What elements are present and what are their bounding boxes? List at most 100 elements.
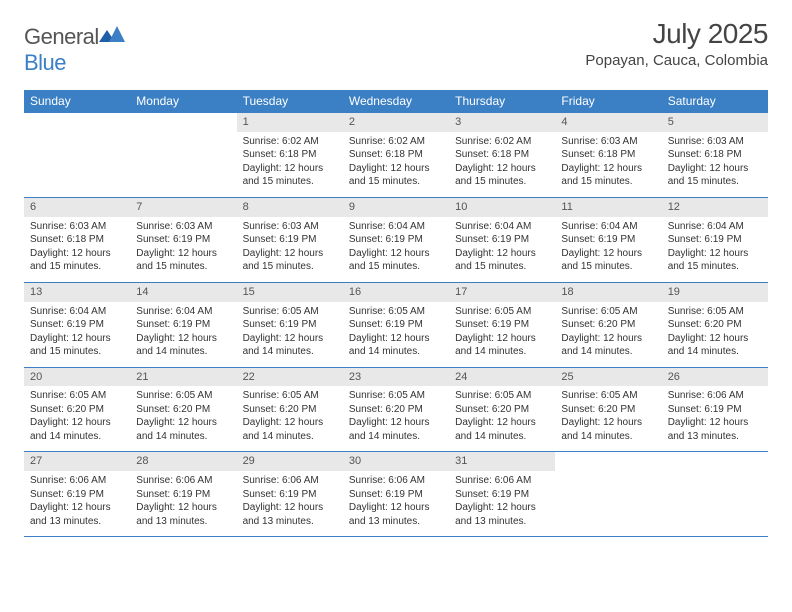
day-body: Sunrise: 6:03 AMSunset: 6:18 PMDaylight:… [555, 132, 661, 197]
sunrise-line: Sunrise: 6:05 AM [30, 389, 124, 403]
day-number: 4 [555, 113, 661, 132]
day-body: Sunrise: 6:05 AMSunset: 6:20 PMDaylight:… [343, 386, 449, 451]
day-header: Friday [555, 90, 661, 113]
calendar-cell: 21Sunrise: 6:05 AMSunset: 6:20 PMDayligh… [130, 367, 236, 452]
sunrise-line: Sunrise: 6:05 AM [455, 305, 549, 319]
day-body: Sunrise: 6:02 AMSunset: 6:18 PMDaylight:… [449, 132, 555, 197]
sunrise-line: Sunrise: 6:06 AM [243, 474, 337, 488]
sunrise-line: Sunrise: 6:02 AM [349, 135, 443, 149]
sunset-line: Sunset: 6:19 PM [668, 233, 762, 247]
day-body: Sunrise: 6:04 AMSunset: 6:19 PMDaylight:… [662, 217, 768, 282]
sunset-line: Sunset: 6:19 PM [136, 488, 230, 502]
day-body: Sunrise: 6:04 AMSunset: 6:19 PMDaylight:… [449, 217, 555, 282]
sunset-line: Sunset: 6:20 PM [243, 403, 337, 417]
sunrise-line: Sunrise: 6:04 AM [561, 220, 655, 234]
day-number: 23 [343, 368, 449, 387]
daylight-line: Daylight: 12 hours and 15 minutes. [136, 247, 230, 274]
sunset-line: Sunset: 6:20 PM [136, 403, 230, 417]
daylight-line: Daylight: 12 hours and 13 minutes. [455, 501, 549, 528]
calendar-cell: 1Sunrise: 6:02 AMSunset: 6:18 PMDaylight… [237, 113, 343, 198]
day-body: Sunrise: 6:05 AMSunset: 6:20 PMDaylight:… [555, 386, 661, 451]
day-header: Thursday [449, 90, 555, 113]
day-number: 19 [662, 283, 768, 302]
daylight-line: Daylight: 12 hours and 15 minutes. [455, 247, 549, 274]
sunset-line: Sunset: 6:18 PM [455, 148, 549, 162]
calendar-cell: 14Sunrise: 6:04 AMSunset: 6:19 PMDayligh… [130, 282, 236, 367]
day-number: 22 [237, 368, 343, 387]
day-number: 24 [449, 368, 555, 387]
calendar-cell: 4Sunrise: 6:03 AMSunset: 6:18 PMDaylight… [555, 113, 661, 198]
calendar-week-row: 27Sunrise: 6:06 AMSunset: 6:19 PMDayligh… [24, 452, 768, 537]
calendar-cell: 8Sunrise: 6:03 AMSunset: 6:19 PMDaylight… [237, 197, 343, 282]
day-body: Sunrise: 6:06 AMSunset: 6:19 PMDaylight:… [343, 471, 449, 536]
sunrise-line: Sunrise: 6:06 AM [349, 474, 443, 488]
day-number: 9 [343, 198, 449, 217]
day-number: 8 [237, 198, 343, 217]
calendar-cell: 25Sunrise: 6:05 AMSunset: 6:20 PMDayligh… [555, 367, 661, 452]
sunset-line: Sunset: 6:18 PM [243, 148, 337, 162]
calendar-cell: 13Sunrise: 6:04 AMSunset: 6:19 PMDayligh… [24, 282, 130, 367]
daylight-line: Daylight: 12 hours and 14 minutes. [136, 416, 230, 443]
day-number: 25 [555, 368, 661, 387]
daylight-line: Daylight: 12 hours and 14 minutes. [349, 416, 443, 443]
day-number: 13 [24, 283, 130, 302]
sunrise-line: Sunrise: 6:03 AM [243, 220, 337, 234]
sunset-line: Sunset: 6:18 PM [668, 148, 762, 162]
calendar-cell: 9 Sunrise: 6:04 AMSunset: 6:19 PMDaylight… [343, 197, 449, 282]
brand-mark-icon [99, 26, 125, 44]
sunrise-line: Sunrise: 6:05 AM [455, 389, 549, 403]
calendar-cell-empty [130, 113, 236, 198]
sunrise-line: Sunrise: 6:05 AM [136, 389, 230, 403]
day-body: Sunrise: 6:02 AMSunset: 6:18 PMDaylight:… [343, 132, 449, 197]
calendar-cell: 20Sunrise: 6:05 AMSunset: 6:20 PMDayligh… [24, 367, 130, 452]
sunset-line: Sunset: 6:19 PM [30, 488, 124, 502]
sunset-line: Sunset: 6:19 PM [349, 233, 443, 247]
calendar-cell: 12Sunrise: 6:04 AMSunset: 6:19 PMDayligh… [662, 197, 768, 282]
day-body: Sunrise: 6:03 AMSunset: 6:19 PMDaylight:… [130, 217, 236, 282]
day-body: Sunrise: 6:02 AMSunset: 6:18 PMDaylight:… [237, 132, 343, 197]
day-body: Sunrise: 6:06 AMSunset: 6:19 PMDaylight:… [662, 386, 768, 451]
sunset-line: Sunset: 6:20 PM [30, 403, 124, 417]
brand-name: General Blue [24, 24, 125, 76]
sunrise-line: Sunrise: 6:03 AM [30, 220, 124, 234]
day-number: 27 [24, 452, 130, 471]
day-number: 10 [449, 198, 555, 217]
sunset-line: Sunset: 6:19 PM [243, 488, 337, 502]
day-body: Sunrise: 6:06 AMSunset: 6:19 PMDaylight:… [449, 471, 555, 536]
daylight-line: Daylight: 12 hours and 15 minutes. [30, 247, 124, 274]
day-body: Sunrise: 6:05 AMSunset: 6:20 PMDaylight:… [237, 386, 343, 451]
calendar-body: 1Sunrise: 6:02 AMSunset: 6:18 PMDaylight… [24, 113, 768, 537]
sunset-line: Sunset: 6:20 PM [561, 318, 655, 332]
sunrise-line: Sunrise: 6:06 AM [668, 389, 762, 403]
day-body: Sunrise: 6:05 AMSunset: 6:20 PMDaylight:… [555, 302, 661, 367]
calendar-cell: 2Sunrise: 6:02 AMSunset: 6:18 PMDaylight… [343, 113, 449, 198]
sunset-line: Sunset: 6:19 PM [455, 488, 549, 502]
day-body: Sunrise: 6:06 AMSunset: 6:19 PMDaylight:… [24, 471, 130, 536]
sunrise-line: Sunrise: 6:03 AM [668, 135, 762, 149]
calendar-cell: 22Sunrise: 6:05 AMSunset: 6:20 PMDayligh… [237, 367, 343, 452]
location-subtitle: Popayan, Cauca, Colombia [585, 52, 768, 69]
calendar-cell: 18Sunrise: 6:05 AMSunset: 6:20 PMDayligh… [555, 282, 661, 367]
day-header: Saturday [662, 90, 768, 113]
calendar-cell: 15Sunrise: 6:05 AMSunset: 6:19 PMDayligh… [237, 282, 343, 367]
sunset-line: Sunset: 6:18 PM [349, 148, 443, 162]
day-body: Sunrise: 6:04 AMSunset: 6:19 PMDaylight:… [24, 302, 130, 367]
day-body: Sunrise: 6:05 AMSunset: 6:20 PMDaylight:… [449, 386, 555, 451]
sunset-line: Sunset: 6:19 PM [349, 318, 443, 332]
sunrise-line: Sunrise: 6:04 AM [349, 220, 443, 234]
daylight-line: Daylight: 12 hours and 15 minutes. [349, 247, 443, 274]
calendar-cell-empty [24, 113, 130, 198]
calendar-cell: 28Sunrise: 6:06 AMSunset: 6:19 PMDayligh… [130, 452, 236, 537]
calendar-week-row: 1Sunrise: 6:02 AMSunset: 6:18 PMDaylight… [24, 113, 768, 198]
sunrise-line: Sunrise: 6:06 AM [136, 474, 230, 488]
daylight-line: Daylight: 12 hours and 14 minutes. [455, 416, 549, 443]
sunset-line: Sunset: 6:20 PM [561, 403, 655, 417]
daylight-line: Daylight: 12 hours and 15 minutes. [561, 162, 655, 189]
sunrise-line: Sunrise: 6:02 AM [243, 135, 337, 149]
sunrise-line: Sunrise: 6:02 AM [455, 135, 549, 149]
day-number: 11 [555, 198, 661, 217]
calendar-cell: 23Sunrise: 6:05 AMSunset: 6:20 PMDayligh… [343, 367, 449, 452]
sunrise-line: Sunrise: 6:05 AM [668, 305, 762, 319]
daylight-line: Daylight: 12 hours and 15 minutes. [349, 162, 443, 189]
sunset-line: Sunset: 6:20 PM [455, 403, 549, 417]
